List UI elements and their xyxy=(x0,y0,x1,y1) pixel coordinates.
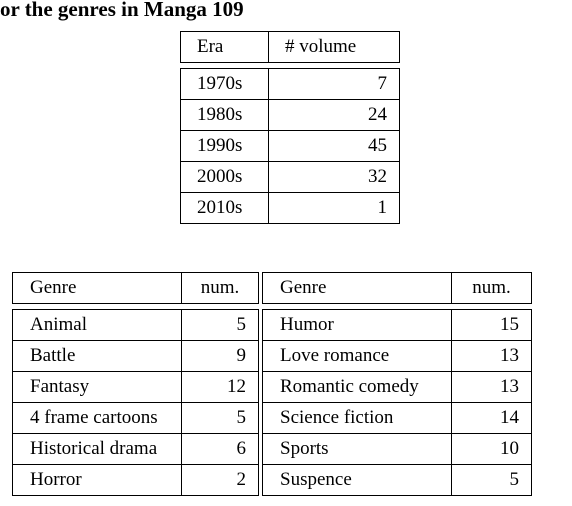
genre-cell: 4 frame cartoons xyxy=(12,402,182,434)
table-caption: or the genres in Manga 109 xyxy=(0,0,244,21)
era-cell: 1970s xyxy=(180,68,269,100)
header-num-left: num. xyxy=(181,272,259,304)
era-cell: 1990s xyxy=(180,130,269,162)
volume-cell: 45 xyxy=(268,130,400,162)
table-row: 1970s 7 xyxy=(180,68,400,100)
num-cell: 12 xyxy=(181,371,259,403)
table-row: 1990s 45 xyxy=(180,130,400,162)
volume-cell: 24 xyxy=(268,99,400,131)
genre-cell: Fantasy xyxy=(12,371,182,403)
volume-cell: 1 xyxy=(268,192,400,224)
genre-cell: Sports xyxy=(262,433,452,465)
genre-cell: Suspence xyxy=(262,464,452,496)
volume-cell: 7 xyxy=(268,68,400,100)
num-cell: 13 xyxy=(451,371,532,403)
genre-cell: Animal xyxy=(12,309,182,341)
table-header-row: Genre num. Genre num. xyxy=(12,272,532,304)
table-row: Horror 2 Suspence 5 xyxy=(12,464,532,496)
table-row: Animal 5 Humor 15 xyxy=(12,309,532,341)
table-row: Historical drama 6 Sports 10 xyxy=(12,433,532,465)
header-era: Era xyxy=(180,31,269,63)
num-cell: 5 xyxy=(181,402,259,434)
num-cell: 13 xyxy=(451,340,532,372)
volume-cell: 32 xyxy=(268,161,400,193)
era-volume-table: Era # volume 1970s 7 1980s 24 1990s 45 2… xyxy=(180,31,400,224)
table-row: Fantasy 12 Romantic comedy 13 xyxy=(12,371,532,403)
num-cell: 14 xyxy=(451,402,532,434)
genre-cell: Horror xyxy=(12,464,182,496)
num-cell: 9 xyxy=(181,340,259,372)
header-num-right: num. xyxy=(451,272,532,304)
header-volume: # volume xyxy=(268,31,400,63)
genre-cell: Romantic comedy xyxy=(262,371,452,403)
genre-cell: Science fiction xyxy=(262,402,452,434)
genre-cell: Humor xyxy=(262,309,452,341)
header-genre-left: Genre xyxy=(12,272,182,304)
table-row: Battle 9 Love romance 13 xyxy=(12,340,532,372)
era-cell: 2010s xyxy=(180,192,269,224)
table-row: 1980s 24 xyxy=(180,99,400,131)
genre-cell: Historical drama xyxy=(12,433,182,465)
header-genre-right: Genre xyxy=(262,272,452,304)
table-row: 4 frame cartoons 5 Science fiction 14 xyxy=(12,402,532,434)
table-row: 2000s 32 xyxy=(180,161,400,193)
genre-cell: Battle xyxy=(12,340,182,372)
genre-count-table: Genre num. Genre num. Animal 5 Humor 15 … xyxy=(12,272,532,496)
num-cell: 15 xyxy=(451,309,532,341)
era-cell: 1980s xyxy=(180,99,269,131)
era-cell: 2000s xyxy=(180,161,269,193)
num-cell: 10 xyxy=(451,433,532,465)
table-row: 2010s 1 xyxy=(180,192,400,224)
num-cell: 6 xyxy=(181,433,259,465)
num-cell: 5 xyxy=(181,309,259,341)
num-cell: 2 xyxy=(181,464,259,496)
table-header-row: Era # volume xyxy=(180,31,400,63)
num-cell: 5 xyxy=(451,464,532,496)
genre-cell: Love romance xyxy=(262,340,452,372)
